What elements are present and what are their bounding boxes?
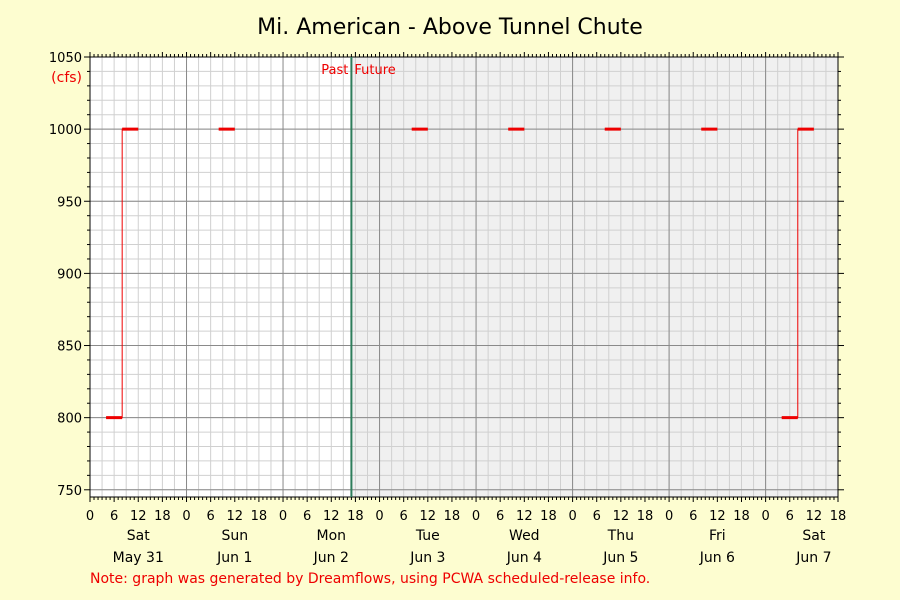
x-hour-label: 12 — [420, 509, 437, 524]
x-hour-label: 18 — [830, 509, 847, 524]
x-hour-label: 0 — [761, 509, 769, 524]
weekday-label: Fri — [709, 528, 726, 544]
y-tick-label: 850 — [57, 340, 82, 355]
note-text: Note: graph was generated by Dreamflows,… — [90, 571, 650, 587]
future-label: Future — [354, 63, 395, 78]
weekday-label: Sat — [802, 528, 825, 544]
x-hour-label: 0 — [472, 509, 480, 524]
x-hour-label: 12 — [227, 509, 244, 524]
x-hour-label: 6 — [496, 509, 504, 524]
x-hour-label: 12 — [323, 509, 340, 524]
x-hour-label: 0 — [665, 509, 673, 524]
x-hour-label: 6 — [207, 509, 215, 524]
date-label: May 31 — [113, 550, 164, 566]
date-label: Jun 1 — [216, 550, 252, 566]
x-hour-label: 12 — [130, 509, 147, 524]
y-tick-label: 1050 — [49, 51, 82, 66]
weekday-label: Wed — [509, 528, 540, 544]
x-hour-label: 0 — [568, 509, 576, 524]
plot-area: Past Future 750 800 850 900 950 1000 1050 0 6 12 18 0… — [49, 51, 846, 566]
x-hour-label: 18 — [251, 509, 268, 524]
weekday-label: Sun — [221, 528, 248, 544]
x-hour-label: 18 — [637, 509, 654, 524]
weekday-label: Mon — [317, 528, 347, 544]
x-hour-label: 18 — [540, 509, 557, 524]
x-hour-label: 12 — [516, 509, 533, 524]
x-hour-label: 12 — [806, 509, 823, 524]
date-label: Jun 5 — [602, 550, 638, 566]
y-tick-label: 1000 — [49, 123, 82, 138]
x-hour-label: 6 — [400, 509, 408, 524]
date-label: Jun 6 — [699, 550, 735, 566]
weekday-label: Sat — [127, 528, 150, 544]
x-hour-label: 12 — [613, 509, 630, 524]
date-label: Jun 2 — [313, 550, 349, 566]
date-label: Jun 7 — [795, 550, 831, 566]
weekday-label: Tue — [415, 528, 440, 544]
x-hour-label: 18 — [154, 509, 171, 524]
x-hour-label: 0 — [279, 509, 287, 524]
y-tick-label: 750 — [57, 484, 82, 499]
x-hour-label: 18 — [347, 509, 364, 524]
x-hour-label: 0 — [86, 509, 94, 524]
y-tick-label: 950 — [57, 195, 82, 210]
x-hour-label: 6 — [593, 509, 601, 524]
x-hour-label: 6 — [303, 509, 311, 524]
date-label: Jun 3 — [409, 550, 445, 566]
chart-title: Mi. American - Above Tunnel Chute — [257, 15, 643, 40]
x-hour-label: 0 — [375, 509, 383, 524]
x-hour-label: 12 — [709, 509, 726, 524]
unit-label: (cfs) — [51, 70, 82, 86]
date-label: Jun 4 — [506, 550, 542, 566]
y-tick-label: 800 — [57, 412, 82, 427]
weekday-label: Thu — [607, 528, 634, 544]
past-label: Past — [321, 63, 348, 78]
x-hour-label: 0 — [182, 509, 190, 524]
x-hour-label: 18 — [444, 509, 461, 524]
x-hour-label: 18 — [733, 509, 750, 524]
x-hour-label: 6 — [689, 509, 697, 524]
plot-frame — [89, 56, 839, 498]
y-tick-label: 900 — [57, 267, 82, 282]
future-background — [351, 57, 838, 497]
x-hour-label: 6 — [110, 509, 118, 524]
x-hour-label: 6 — [786, 509, 794, 524]
